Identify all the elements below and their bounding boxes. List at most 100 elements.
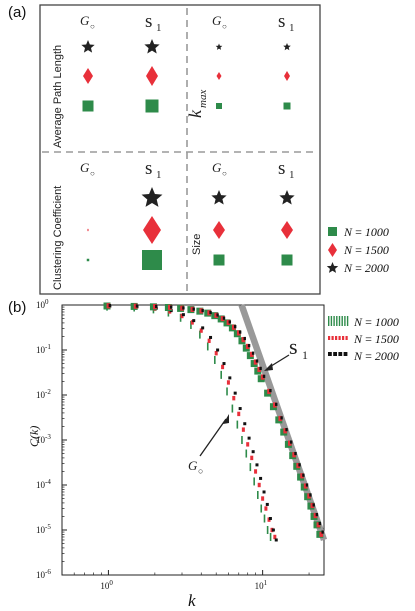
g-n2000-point	[262, 490, 266, 494]
g-n2000-point	[233, 391, 237, 395]
s1-n1500-point	[214, 312, 219, 318]
g-n1000-point	[263, 514, 266, 523]
head-apl-g-sub: ○	[90, 22, 95, 31]
g-n1500-point	[257, 482, 261, 488]
legend-b-black-dash	[328, 352, 348, 356]
g-n2000-point	[192, 319, 196, 323]
matrix-star-2-1	[141, 187, 163, 207]
matrix-square-2-1	[142, 250, 162, 270]
s1-n1500-point	[180, 305, 184, 311]
quadrant-label-kmax: k max	[185, 90, 209, 118]
head-cc-s-sub: 1	[156, 169, 162, 181]
s1-n1500-point	[257, 366, 261, 373]
s1-n2000-point	[318, 521, 322, 526]
legend-b-dot	[335, 336, 338, 340]
g-n2000-point	[268, 517, 272, 521]
g-n1500-point	[254, 469, 258, 474]
g-n1000-point	[241, 436, 243, 444]
annotation-s1: s	[289, 334, 298, 359]
s1-n2000-point	[182, 306, 185, 310]
matrix-star-3-1	[279, 190, 295, 205]
s1-n2000-point	[302, 473, 305, 477]
y-tick-exponent: 0	[45, 298, 49, 306]
g-n1000-point	[245, 449, 248, 458]
g-n1500-point	[241, 427, 245, 432]
g-n1000-point	[214, 355, 216, 364]
g-n1500-point	[246, 442, 250, 447]
s1-n1500-point	[287, 440, 292, 446]
y-tick-label: 10-5	[36, 523, 51, 535]
x-axis-title: k	[188, 591, 196, 610]
g-n1000-point	[220, 370, 222, 379]
matrix-diamond-0-0	[83, 68, 93, 84]
s1-n1500-point	[190, 306, 195, 312]
g-n1000-point	[236, 420, 239, 429]
s1-n1500-point	[296, 462, 300, 469]
s1-n1500-point	[241, 337, 246, 343]
matrix-star-1-0	[215, 43, 223, 50]
series-s1-n1500	[106, 303, 324, 537]
legend-b-n2000: N = 2000	[353, 349, 399, 363]
quadrant-label-average-path-length: Average Path Length	[52, 45, 64, 148]
g-n2000-point	[247, 436, 251, 440]
legend-b-bar	[336, 316, 338, 326]
y-tick-label: 10-6	[36, 568, 51, 580]
s1-n2000-point	[259, 366, 262, 371]
legend-b-dash-seg	[338, 352, 343, 356]
legend-b-bar	[346, 316, 349, 326]
s1-n2000-point	[192, 307, 195, 311]
g-n2000-point	[274, 538, 278, 542]
s1-n2000-point	[233, 325, 237, 329]
head-size-s: s	[278, 158, 285, 179]
x-tick-exponent: 0	[109, 579, 113, 587]
matrix-diamond-3-0	[213, 221, 225, 239]
g-n2000-point	[181, 313, 185, 317]
s1-n1500-point	[278, 415, 283, 422]
annotation-s1-arrowhead	[264, 363, 273, 371]
s1-n2000-point	[312, 503, 315, 507]
g-n1500-point	[237, 411, 241, 417]
g-n1000-point	[199, 330, 201, 339]
s1-n1500-point	[316, 522, 321, 528]
g-n1500-point	[207, 338, 211, 344]
y-tick-label: 100	[36, 298, 49, 310]
g-n2000-point	[255, 463, 259, 467]
legend-b-bar	[333, 316, 335, 326]
head-cc-g: G	[80, 160, 90, 175]
s1-n1500-point	[220, 315, 225, 322]
s1-n2000-point	[222, 316, 226, 320]
g-n1500-point	[250, 455, 254, 461]
legend-b-dot	[328, 336, 331, 340]
g-n1000-point	[266, 526, 269, 534]
g-n2000-point	[251, 450, 255, 454]
legend-b-dash-seg	[328, 352, 332, 356]
matrix-diamond-3-1	[281, 221, 293, 239]
s1-n2000-point	[275, 402, 278, 406]
g-n2000-point	[201, 326, 205, 330]
s1-n1500-point	[106, 303, 111, 309]
g-n2000-point	[209, 335, 213, 339]
s1-n2000-point	[321, 530, 324, 534]
legend-a-n2000: N = 2000	[343, 261, 389, 275]
s1-n1500-point	[260, 374, 265, 380]
y-tick-label: 10-2	[36, 388, 51, 400]
legend-b-dot	[342, 336, 345, 340]
s1-n2000-point	[228, 320, 232, 324]
s1-n1500-point	[307, 493, 311, 499]
s1-n2000-point	[294, 451, 297, 456]
matrix-star-0-0	[81, 40, 95, 53]
head-kmax-g: G	[212, 13, 222, 28]
x-tick-label: 101	[255, 579, 268, 591]
g-n1000-point	[260, 504, 263, 513]
g-n1500-point	[273, 534, 277, 540]
g-n1500-point	[214, 350, 218, 356]
s1-n1500-point	[313, 512, 318, 519]
s1-n1500-point	[226, 319, 231, 326]
annotation-g-arrowhead	[223, 414, 229, 424]
g-n1500-point	[264, 506, 268, 511]
plot-frame	[61, 304, 325, 576]
g-n2000-point	[243, 422, 247, 426]
g-n2000-point	[222, 362, 226, 366]
